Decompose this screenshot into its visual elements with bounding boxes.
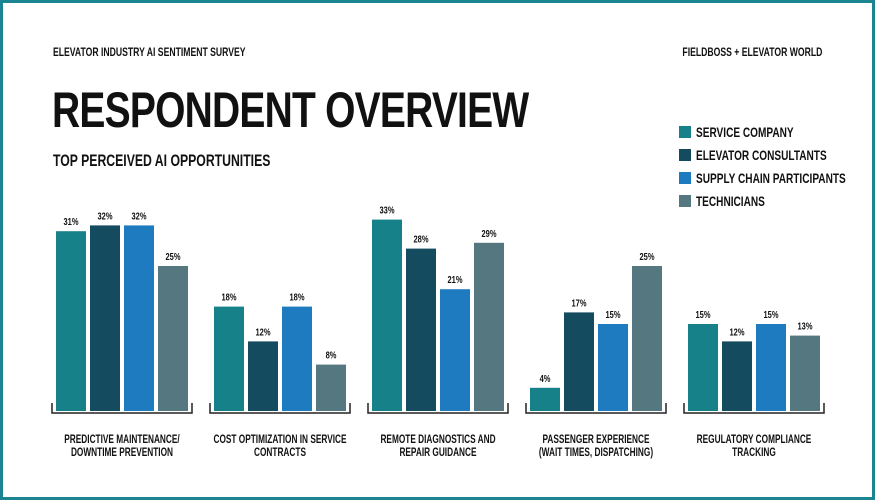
category-label: TRACKING [732,447,776,460]
data-label: 18% [222,292,237,303]
data-label: 15% [696,309,711,320]
legend-swatch [679,171,691,184]
data-label: 18% [290,292,305,303]
bar [790,335,820,411]
data-label: 25% [166,251,181,262]
data-label: 32% [132,210,147,221]
category-label: PREDICTIVE MAINTENANCE/ [64,434,180,447]
data-label: 17% [572,297,587,308]
bar [90,225,120,411]
legend-swatch [679,148,691,161]
group-bracket [51,403,193,414]
data-label: 15% [606,309,621,320]
data-label: 25% [640,251,655,262]
group-bracket [683,403,825,414]
bar [632,266,662,411]
legend: SERVICE COMPANY ELEVATOR CONSULTANTS SUP… [679,120,872,212]
data-label: 21% [448,274,463,285]
bar [316,364,346,411]
bar [688,324,718,411]
bar [214,306,244,411]
source-credit: FIELDBOSS + ELEVATOR WORLD [682,45,822,59]
legend-swatch [679,125,691,138]
legend-item: SERVICE COMPANY [679,120,872,143]
category-label: REMOTE DIAGNOSTICS AND [380,434,495,447]
category-label: REGULATORY COMPLIANCE [697,434,812,447]
data-label: 8% [326,350,337,361]
data-label: 32% [98,210,113,221]
group-bracket [525,403,667,414]
category-label: REPAIR GUIDANCE [399,447,476,460]
data-label: 31% [64,216,79,227]
data-label: 12% [256,326,271,337]
group-bracket [209,403,351,414]
legend-item: SUPPLY CHAIN PARTICIPANTS [679,166,872,189]
legend-swatch [679,194,691,207]
bar [440,289,470,411]
data-label: 28% [414,234,429,245]
bar [282,306,312,411]
bar [372,219,402,411]
group-bracket [367,403,509,414]
bar [756,324,786,411]
legend-label: SUPPLY CHAIN PARTICIPANTS [696,169,846,186]
bar [530,387,560,411]
bar [598,324,628,411]
bar [406,248,436,411]
bar [158,266,188,411]
chart-subtitle: TOP PERCEIVED AI OPPORTUNITIES [53,151,271,170]
data-label: 15% [764,309,779,320]
category-label: PASSENGER EXPERIENCE [542,434,649,447]
category-label: COST OPTIMIZATION IN SERVICE [213,434,346,447]
data-label: 13% [798,321,813,332]
page-title: RESPONDENT OVERVIEW [52,82,529,138]
data-label: 4% [540,373,551,384]
bar [722,341,752,411]
legend-item: TECHNICIANS [679,189,872,212]
legend-label: TECHNICIANS [696,192,765,209]
data-label: 33% [380,205,395,216]
legend-item: ELEVATOR CONSULTANTS [679,143,872,166]
legend-label: ELEVATOR CONSULTANTS [696,146,827,163]
survey-name: ELEVATOR INDUSTRY AI SENTIMENT SURVEY [53,45,246,59]
bar-chart: 31% 32% 32% 25% PREDICTIVE MAINTENANCE/DOWNT… [51,205,825,460]
bar [124,225,154,411]
bar [56,231,86,411]
category-label: (WAIT TIMES, DISPATCHING) [539,447,653,460]
data-label: 12% [730,326,745,337]
bar [248,341,278,411]
category-label: DOWNTIME PREVENTION [71,447,173,460]
data-label: 29% [482,228,497,239]
category-label: CONTRACTS [254,447,306,460]
bar [474,242,504,411]
legend-label: SERVICE COMPANY [696,123,794,140]
bar [564,312,594,411]
page: ELEVATOR INDUSTRY AI SENTIMENT SURVEY FI… [3,3,872,497]
